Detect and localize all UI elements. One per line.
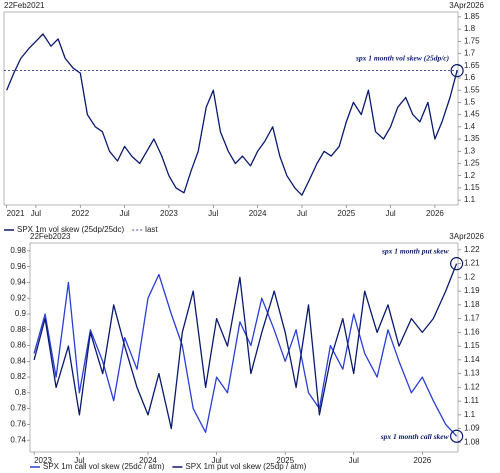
x-tick-label: 2024 xyxy=(139,456,157,465)
x-tick-label: Jul xyxy=(74,456,84,465)
y-tick-label: 0.76 xyxy=(10,420,26,429)
y-tick-label: 1.21 xyxy=(464,259,480,268)
y-tick-label: 1.22 xyxy=(464,245,480,254)
annotation: spx 1 month vol skew (25dp/c) xyxy=(355,53,450,62)
y-tick-label: 1.15 xyxy=(464,341,480,350)
end-label: 3Apr2026 xyxy=(449,1,484,10)
y-tick-label: 1.65 xyxy=(464,61,480,70)
legend-label: last xyxy=(145,225,158,234)
x-tick-label: 2025 xyxy=(337,209,355,218)
series-line xyxy=(6,33,458,196)
y-tick-label: 0.8 xyxy=(15,388,27,397)
y-tick-label: 1.09 xyxy=(464,424,480,433)
highlight-circle xyxy=(450,429,464,443)
x-tick-label: 2021 xyxy=(7,209,25,218)
highlight-circle xyxy=(450,64,464,78)
y-tick-label: 0.9 xyxy=(15,309,27,318)
y-tick-label: 1.14 xyxy=(464,355,480,364)
y-tick-label: 1.13 xyxy=(464,369,480,378)
x-tick-label: 2023 xyxy=(34,456,52,465)
y-tick-label: 1.2 xyxy=(464,171,476,180)
annotation: spx 1 month put skew xyxy=(381,246,450,255)
y-tick-label: 1.1 xyxy=(464,410,476,419)
x-tick-label: 2026 xyxy=(426,209,444,218)
y-tick-label: 1.15 xyxy=(464,183,480,192)
y-tick-label: 1.08 xyxy=(464,437,480,446)
y-tick-label: 1.6 xyxy=(464,73,476,82)
y-tick-label: 1.12 xyxy=(464,382,480,391)
y-tick-label: 1.1 xyxy=(464,195,476,204)
y-tick-label: 0.92 xyxy=(10,293,26,302)
plot-frame xyxy=(3,11,459,206)
x-tick-label: Jul xyxy=(297,209,307,218)
y-tick-label: 1.2 xyxy=(464,272,476,281)
y-tick-label: 1.8 xyxy=(464,24,476,33)
y-tick-label: 1.55 xyxy=(464,85,480,94)
y-tick-label: 0.94 xyxy=(10,278,26,287)
legend-label: SPX 1m vol skew (25dp/25dc) xyxy=(17,225,124,234)
y-tick-label: 1.75 xyxy=(464,36,480,45)
end-label: 3Apr2026 xyxy=(449,232,484,241)
legend-label: SPX 1m call vol skew (25dc / atm) xyxy=(43,462,165,471)
legend-label: SPX 1m put vol skew (25dp / atm) xyxy=(185,462,306,471)
y-tick-label: 1.4 xyxy=(464,122,476,131)
x-tick-label: 2022 xyxy=(71,209,89,218)
y-tick-label: 0.78 xyxy=(10,404,26,413)
x-tick-label: Jul xyxy=(385,209,395,218)
start-label: 22Feb2023 xyxy=(30,232,71,241)
x-tick-label: Jul xyxy=(31,209,41,218)
x-tick-label: Jul xyxy=(119,209,129,218)
y-tick-label: 1.18 xyxy=(464,300,480,309)
x-tick-label: 2025 xyxy=(276,456,294,465)
y-tick-label: 1.19 xyxy=(464,286,480,295)
annotation: spx 1 month call skew xyxy=(380,432,450,441)
highlight-circle xyxy=(450,257,464,271)
y-tick-label: 0.84 xyxy=(10,356,26,365)
y-tick-label: 1.16 xyxy=(464,327,480,336)
y-tick-label: 0.88 xyxy=(10,325,26,334)
x-tick-label: 2024 xyxy=(249,209,267,218)
y-tick-label: 1.11 xyxy=(464,396,480,405)
x-tick-label: Jul xyxy=(349,456,359,465)
y-tick-label: 1.85 xyxy=(464,12,480,21)
y-tick-label: 0.82 xyxy=(10,372,26,381)
y-tick-label: 1.45 xyxy=(464,110,480,119)
series-line xyxy=(33,263,458,430)
start-label: 22Feb2021 xyxy=(4,1,45,10)
x-tick-label: Jul xyxy=(211,456,221,465)
y-tick-label: 0.74 xyxy=(10,435,26,444)
y-tick-label: 1.7 xyxy=(464,49,476,58)
y-tick-label: 0.86 xyxy=(10,341,26,350)
x-tick-label: 2026 xyxy=(413,456,431,465)
y-tick-label: 1.35 xyxy=(464,134,480,143)
plot-frame xyxy=(29,242,459,453)
y-tick-label: 1.5 xyxy=(464,98,476,107)
x-tick-label: 2023 xyxy=(160,209,178,218)
y-tick-label: 1.17 xyxy=(464,314,480,323)
y-tick-label: 0.98 xyxy=(10,246,26,255)
y-tick-label: 1.3 xyxy=(464,146,476,155)
series-line xyxy=(33,273,458,437)
y-tick-label: 0.96 xyxy=(10,262,26,271)
y-tick-label: 1.25 xyxy=(464,159,480,168)
x-tick-label: Jul xyxy=(208,209,218,218)
